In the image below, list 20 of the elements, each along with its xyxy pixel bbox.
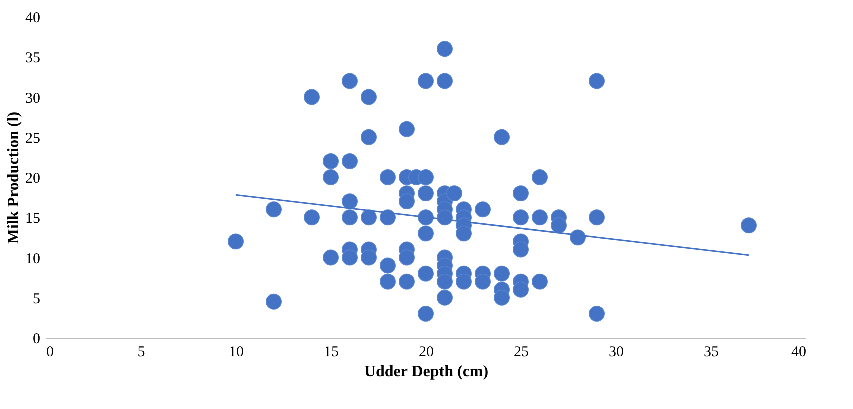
y-axis-title: Milk Production (l) [6, 112, 22, 244]
y-tick-label: 40 [26, 10, 40, 26]
x-tick-label: 20 [419, 344, 434, 360]
x-tick-label: 40 [792, 344, 806, 360]
y-tick-label: 30 [26, 90, 40, 107]
y-tick-label: 15 [26, 211, 40, 228]
y-tick-label: 10 [26, 251, 40, 268]
y-tick-label: 25 [26, 130, 40, 147]
y-tick-label: 20 [26, 171, 40, 187]
x-tick-label: 15 [324, 344, 339, 360]
x-tick-label: 10 [229, 344, 244, 360]
x-tick-label: 30 [609, 344, 624, 360]
x-tick-label: 0 [46, 344, 54, 360]
x-tick-label: 35 [704, 344, 719, 360]
x-tick-label: 25 [514, 344, 529, 360]
y-tick-label: 5 [33, 291, 40, 308]
y-tick-label: 35 [26, 50, 40, 67]
x-axis-title: Udder Depth (cm) [364, 364, 489, 380]
y-tick-label: 0 [33, 332, 40, 348]
x-tick-label: 5 [138, 344, 146, 360]
